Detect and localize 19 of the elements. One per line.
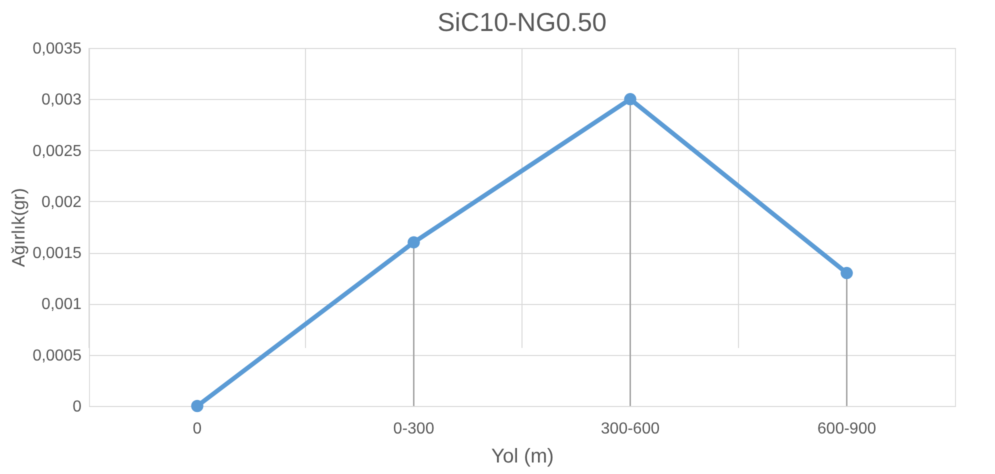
y-tick-label: 0,0035 [32, 40, 82, 58]
y-tick-label: 0,002 [41, 194, 82, 211]
y-tick-label: 0 [72, 398, 82, 416]
x-tick-label: 300-600 [600, 420, 660, 438]
chart-title: SiC10-NG0.50 [437, 7, 607, 37]
y-tick-label: 0,0015 [32, 245, 82, 262]
y-tick-label: 0,0025 [32, 142, 82, 160]
x-axis-title: Yol (m) [491, 446, 554, 468]
x-tick-label: 0-300 [393, 420, 434, 438]
y-tick-label: 0,0005 [32, 347, 82, 364]
point [408, 236, 420, 248]
point [191, 400, 204, 412]
x-tick-label: 600-900 [817, 420, 876, 438]
x-tick-label: 0 [192, 420, 202, 438]
y-axis-title: Ağırlık(gr) [8, 188, 29, 268]
y-tick-label: 0,003 [41, 92, 82, 109]
point [840, 266, 853, 280]
point [624, 93, 636, 106]
y-tick-label: 0,001 [41, 296, 82, 314]
